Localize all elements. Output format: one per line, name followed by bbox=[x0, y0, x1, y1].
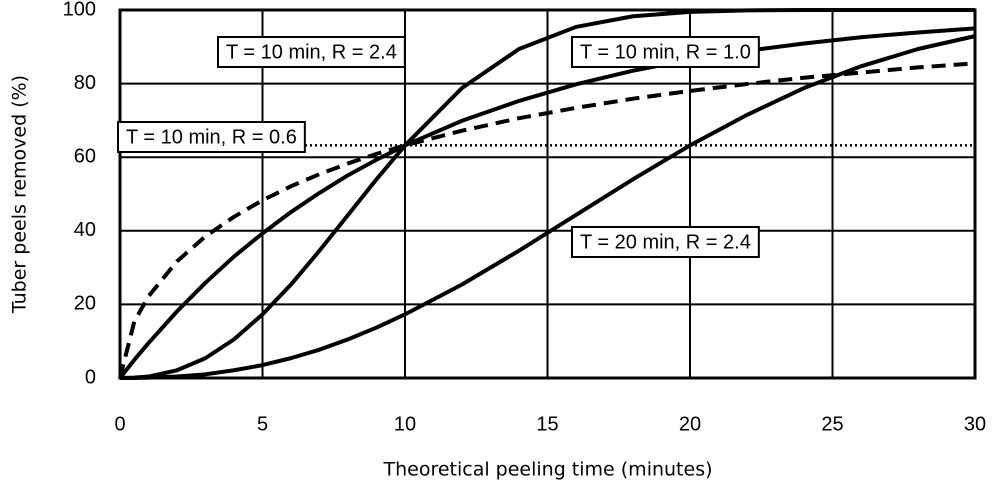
data-line bbox=[120, 34, 976, 380]
legend-box bbox=[571, 226, 760, 258]
legend-label: T = 10 min, R = 0.6 bbox=[126, 126, 297, 148]
plot-frame bbox=[118, 8, 977, 380]
y-tick-label: 20 bbox=[74, 293, 96, 315]
x-tick-label: 15 bbox=[536, 413, 558, 435]
legend-box bbox=[217, 36, 406, 68]
legend-label: T = 10 min, R = 2.4 bbox=[226, 41, 397, 63]
y-tick-label: 60 bbox=[74, 145, 96, 167]
x-tick-label: 10 bbox=[394, 413, 416, 435]
data-line bbox=[118, 61, 976, 379]
x-axis-title: Theoretical peeling time (minutes) bbox=[382, 459, 712, 481]
y-tick-label: 40 bbox=[74, 219, 96, 241]
y-tick-label: 100 bbox=[63, 0, 96, 20]
data-line bbox=[119, 8, 975, 380]
legend-box bbox=[571, 36, 760, 68]
legend-box bbox=[117, 121, 306, 153]
x-tick-label: 5 bbox=[257, 413, 268, 435]
x-tick-label: 30 bbox=[964, 413, 986, 435]
legend-label: T = 10 min, R = 1.0 bbox=[580, 41, 751, 63]
data-line bbox=[118, 26, 976, 380]
x-tick-label: 20 bbox=[679, 413, 701, 435]
legend-label: T = 20 min, R = 2.4 bbox=[580, 231, 751, 253]
y-tick-label: 80 bbox=[74, 72, 96, 94]
x-tick-label: 0 bbox=[114, 413, 125, 435]
y-tick-label: 0 bbox=[85, 366, 96, 388]
x-tick-label: 25 bbox=[821, 413, 843, 435]
y-axis-title: Tuber peels removed (%) bbox=[9, 75, 31, 314]
